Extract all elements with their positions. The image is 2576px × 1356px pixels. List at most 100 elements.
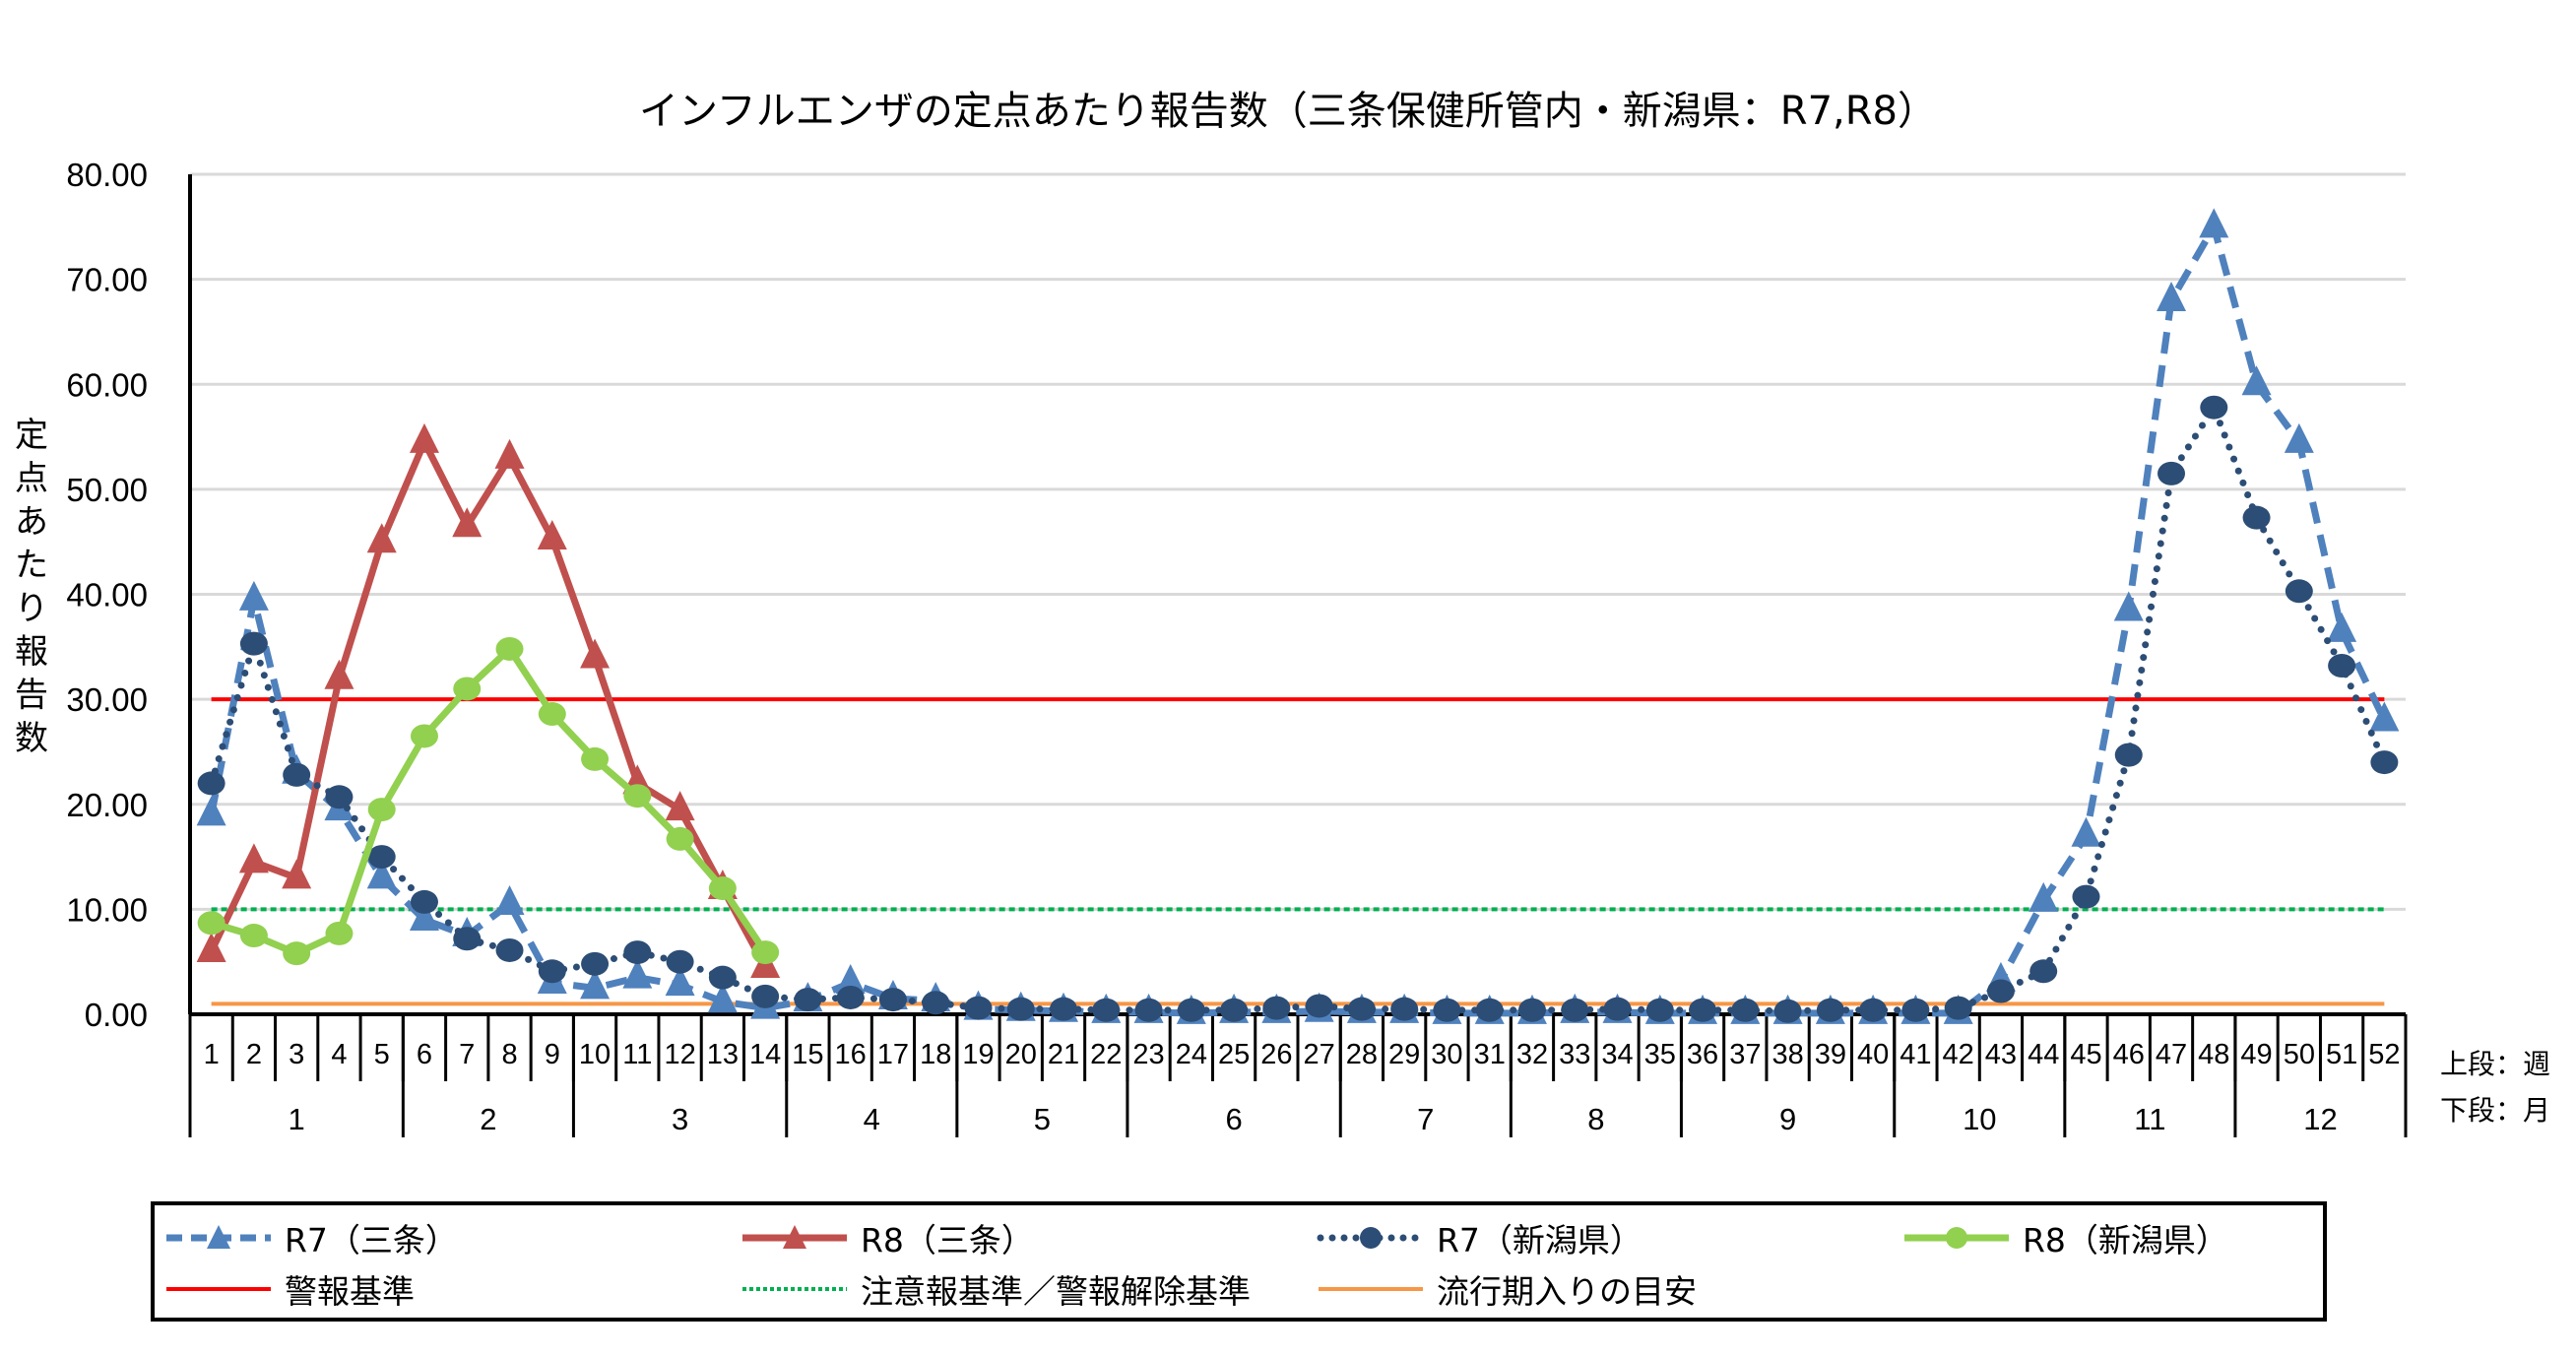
triangle-marker-icon [580,638,611,669]
circle-marker-icon [2328,654,2356,678]
triangle-marker-icon [707,983,738,1013]
circle-marker-icon [1561,998,1589,1022]
week-label: 1 [204,1039,220,1070]
circle-marker-icon [1134,998,1163,1022]
legend: R7（三条） R8（三条） R7（新潟県） R8（新潟県） 警報基準 注意報基準… [151,1201,2327,1322]
circle-marker-icon [2114,743,2143,767]
triangle-marker-icon [2369,701,2400,732]
y-tick-label: 20.00 [66,787,148,823]
axis-note: 上段：週 [2440,1048,2550,1080]
triangle-marker-icon [452,507,483,538]
triangle-marker-icon [196,933,226,963]
week-label: 22 [1090,1039,1122,1070]
week-label: 36 [1687,1039,1718,1070]
triangle-marker-icon [537,519,567,549]
series-2 [197,395,2399,1023]
month-label: 1 [289,1102,305,1136]
week-label: 19 [962,1039,994,1070]
circle-marker-icon [1390,997,1419,1021]
week-label: 25 [1218,1039,1250,1070]
week-label: 13 [707,1039,739,1070]
y-tick-label: 50.00 [66,472,148,508]
circle-marker-icon [1816,998,1844,1022]
triangle-marker-icon [409,901,439,932]
circle-marker-icon [283,941,311,966]
y-tick-label: 40.00 [66,577,148,613]
triangle-marker-icon [366,523,397,553]
circle-marker-icon [367,798,396,822]
week-label: 34 [1601,1039,1633,1070]
week-label: 37 [1729,1039,1761,1070]
week-label: 26 [1260,1039,1292,1070]
circle-marker-icon [581,951,610,976]
chart-title: インフルエンザの定点あたり報告数（三条保健所管内・新潟県：R7,R8） [639,89,1937,134]
circle-marker-icon [1475,998,1504,1022]
circle-marker-icon [197,771,225,796]
circle-marker-icon [623,784,652,808]
circle-marker-icon [922,991,950,1015]
triangle-marker-icon [2327,612,2357,642]
legend-item-r7-niigata: R7（新潟県） [1317,1215,1642,1260]
week-label: 41 [1900,1039,1931,1070]
week-label: 11 [622,1039,652,1070]
circle-marker-icon [878,988,907,1012]
circle-marker-icon [1773,999,1802,1023]
week-label: 18 [920,1039,951,1070]
circle-marker-icon [1731,998,1760,1022]
week-label: 6 [417,1039,432,1070]
week-label: 8 [501,1039,517,1070]
month-label: 3 [672,1102,688,1136]
week-label: 12 [664,1039,695,1070]
legend-item-r7-sanjo: R7（三条） [164,1215,458,1260]
week-label: 21 [1048,1039,1079,1070]
circle-marker-icon [1092,998,1121,1022]
triangle-marker-icon [2157,281,2187,311]
circle-marker-icon [1901,998,1930,1022]
week-label: 46 [2113,1039,2145,1070]
circle-marker-icon [2242,505,2271,530]
week-label: 2 [246,1039,262,1070]
week-label: 4 [331,1039,347,1070]
circle-marker-icon [2285,579,2313,604]
month-label: 12 [2303,1102,2337,1136]
triangle-marker-icon [622,958,653,989]
week-label: 20 [1005,1039,1037,1070]
week-label: 24 [1176,1039,1207,1070]
month-label: 5 [1034,1102,1051,1136]
circle-marker-icon [453,677,482,701]
circle-marker-icon [410,889,438,914]
week-label: 15 [792,1039,823,1070]
circle-marker-icon [666,949,694,974]
triangle-marker-icon [238,843,269,873]
legend-swatch-red-line-icon [166,1287,271,1291]
week-label: 43 [1985,1039,2017,1070]
legend-label: 注意報基準／警報解除基準 [861,1272,1251,1311]
circle-marker-icon [495,937,524,962]
week-label: 27 [1304,1039,1335,1070]
week-label: 32 [1516,1039,1548,1070]
legend-label: R7（三条） [285,1221,458,1259]
circle-marker-icon [367,845,396,870]
y-axis-label: 定点あたり報告数 [15,416,48,758]
legend-item-r8-niigata: R8（新潟県） [1902,1215,2228,1260]
circle-marker-icon [239,631,268,656]
month-label: 11 [2134,1102,2165,1136]
y-tick-label: 70.00 [66,262,148,298]
legend-label: R8（新潟県） [2023,1221,2228,1259]
month-label: 4 [864,1102,880,1136]
triangle-marker-icon [196,796,226,826]
circle-marker-icon [1220,998,1249,1022]
week-label: 7 [459,1039,475,1070]
circle-marker-icon [453,927,482,951]
week-label: 44 [2028,1039,2059,1070]
week-label: 47 [2156,1039,2187,1070]
week-label: 45 [2070,1039,2101,1070]
legend-label: 流行期入りの目安 [1437,1272,1697,1311]
week-label: 48 [2198,1039,2229,1070]
triangle-marker-icon [409,422,439,453]
circle-marker-icon [1262,996,1291,1020]
circle-marker-icon [2072,884,2100,909]
triangle-marker-icon [494,438,525,469]
circle-marker-icon [1859,998,1888,1022]
week-label: 16 [835,1039,867,1070]
